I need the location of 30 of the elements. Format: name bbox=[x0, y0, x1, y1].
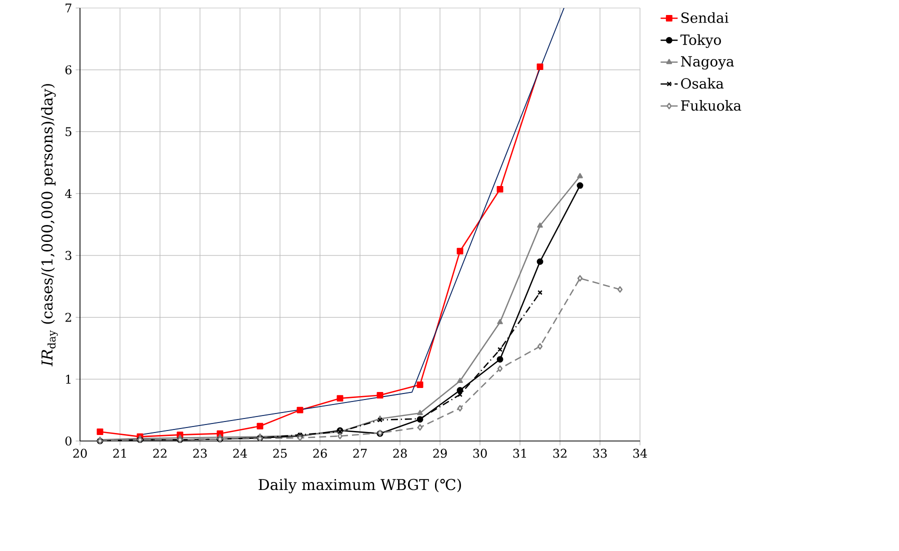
y-tick-label: 5 bbox=[66, 127, 72, 136]
legend-label: Sendai bbox=[681, 12, 728, 23]
legend-label: Tokyo bbox=[680, 34, 721, 48]
x-tick-label: 29 bbox=[433, 448, 447, 458]
x-tick-label: 22 bbox=[153, 448, 166, 458]
y-tick-label: 3 bbox=[66, 250, 72, 260]
y-tick-label: 0 bbox=[65, 436, 72, 446]
x-tick-label: 34 bbox=[633, 448, 648, 458]
x-tick-label: 24 bbox=[233, 448, 247, 458]
x-tick-label: 33 bbox=[593, 448, 607, 458]
y-tick-label: 7 bbox=[66, 4, 72, 12]
legend-label: Nagoya bbox=[680, 56, 734, 70]
x-tick-label: 30 bbox=[473, 448, 487, 458]
y-tick-label: 1 bbox=[66, 374, 71, 384]
x-tick-label: 31 bbox=[513, 448, 526, 458]
x-tick-label: 27 bbox=[353, 448, 367, 458]
x-axis-title: Daily maximum WBGT (℃) bbox=[258, 478, 461, 494]
x-tick-label: 25 bbox=[273, 448, 287, 458]
x-tick-label: 20 bbox=[73, 448, 87, 458]
y-axis-title: IR$_{day}$ (cases/(1,000,000 persons)/day) bbox=[41, 84, 58, 366]
y-tick-label: 4 bbox=[64, 189, 72, 198]
y-tick-label: 2 bbox=[65, 312, 72, 322]
legend-label: Fukuoka bbox=[681, 100, 742, 111]
x-tick-label: 26 bbox=[313, 448, 327, 458]
y-tick-label: 6 bbox=[65, 65, 72, 74]
x-tick-label: 23 bbox=[193, 448, 207, 458]
x-tick-label: 28 bbox=[393, 448, 407, 458]
x-tick-label: 21 bbox=[113, 448, 126, 458]
legend-label: Osaka bbox=[681, 78, 724, 89]
x-tick-label: 32 bbox=[553, 448, 566, 458]
